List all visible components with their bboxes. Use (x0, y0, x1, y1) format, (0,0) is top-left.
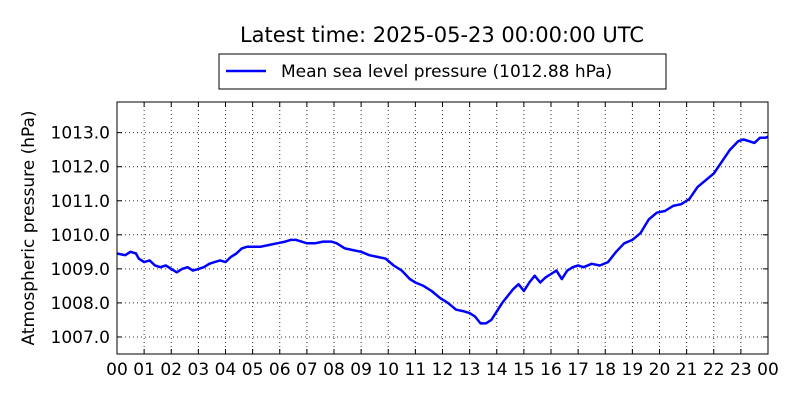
x-tick-label: 15 (513, 360, 535, 380)
y-axis-label: Atmospheric pressure (hPa) (19, 110, 39, 345)
legend: Mean sea level pressure (1012.88 hPa) (218, 53, 667, 90)
x-tick-label: 04 (215, 360, 237, 380)
y-tick-label: 1008.0 (51, 294, 110, 314)
x-axis: 00 01 02 03 04 05 06 07 08 09 10 11 12 13 14 15 16 17 18 19… (106, 102, 779, 380)
x-tick-label: 19 (622, 360, 644, 380)
y-tick-label: 1012.0 (51, 158, 110, 178)
x-tick-label: 16 (540, 360, 562, 380)
legend-box (218, 53, 667, 90)
series-line-mean-sea-level-pressure (116, 135, 769, 325)
plot-frame (116, 101, 769, 355)
x-tick-label: 13 (459, 360, 481, 380)
x-tick-label: 02 (160, 360, 182, 380)
y-tick-label: 1013.0 (51, 124, 110, 144)
x-tick-label: 00 (106, 360, 128, 380)
x-tick-label: 17 (567, 360, 589, 380)
x-tick-label: 23 (730, 360, 752, 380)
x-tick-label: 01 (133, 360, 155, 380)
y-tick-label: 1010.0 (51, 226, 110, 246)
chart-title: Latest time: 2025-05-23 00:00:00 UTC (240, 23, 644, 47)
x-tick-label: 14 (486, 360, 508, 380)
x-tick-label: 09 (350, 360, 372, 380)
y-tick-label: 1007.0 (51, 328, 110, 348)
legend-label: Mean sea level pressure (1012.88 hPa) (281, 62, 612, 82)
x-tick-label: 03 (188, 360, 210, 380)
x-tick-label: 05 (242, 360, 264, 380)
y-tick-label: 1011.0 (51, 192, 110, 212)
y-axis: 1007.0 1008.0 1009.0 1010.0 1011.0 1012.0 1013… (51, 124, 768, 348)
x-tick-label: 08 (323, 360, 345, 380)
y-tick-label: 1009.0 (51, 260, 110, 280)
x-tick-label: 21 (676, 360, 698, 380)
x-tick-label: 18 (594, 360, 616, 380)
x-tick-label: 00 (757, 360, 779, 380)
x-tick-label: 22 (703, 360, 725, 380)
x-tick-label: 07 (296, 360, 318, 380)
x-tick-label: 10 (377, 360, 399, 380)
x-tick-label: 06 (269, 360, 291, 380)
x-tick-label: 11 (405, 360, 427, 380)
x-tick-label: 20 (649, 360, 671, 380)
grid (117, 102, 768, 354)
x-tick-label: 12 (432, 360, 454, 380)
